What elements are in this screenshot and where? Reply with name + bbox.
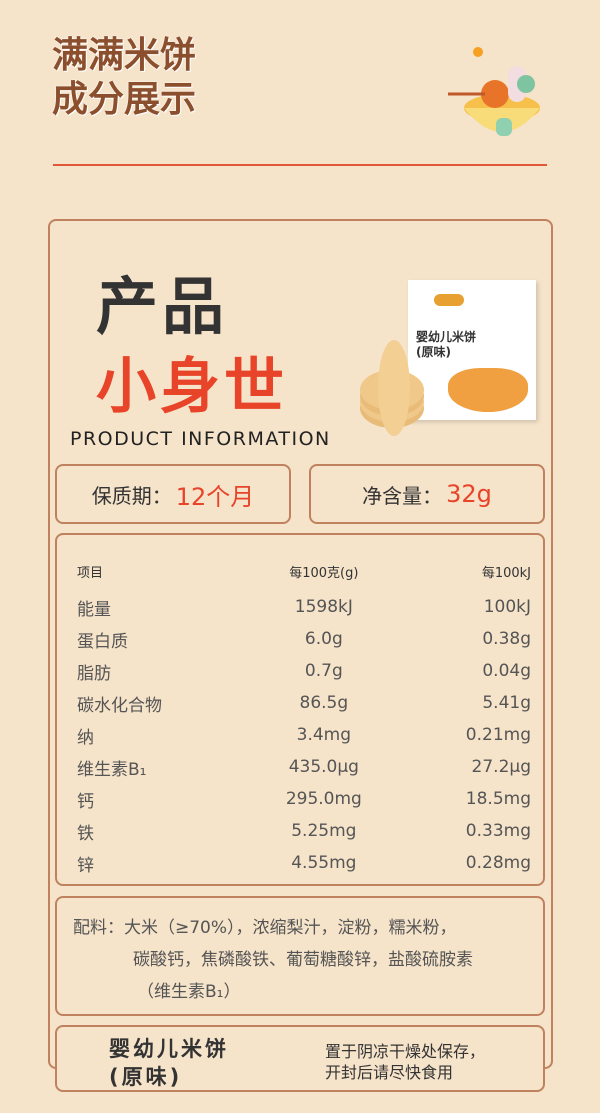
storage-line-1: 置于阴凉干燥处保存， [325,1042,486,1061]
divider [53,164,547,166]
table-row: 碳水化合物 86.5g 5.41g [77,687,531,719]
header-per-100kj: 每100kJ [481,565,531,581]
package-title: 婴幼儿米饼 (原味) [416,330,477,359]
table-row: 锌 4.55mg 0.28mg [77,847,531,879]
table-header: 项目 每100克(g) 每100kJ [77,551,531,591]
brand-logo [434,294,464,306]
value-per-100kj: 0.38g [482,629,531,649]
net-content-value: 32g [446,480,492,508]
header-per-100g: 每100克(g) [289,565,359,581]
nutrient-name: 碳水化合物 [77,695,162,716]
ingredients-box: 配料：大米（≥70%），浓缩梨汁，淀粉，糯米粉， 碳酸钙，焦磷酸铁、葡萄糖酸锌，… [55,896,545,1016]
value-per-100kj: 5.41g [482,693,531,713]
value-per-100g: 435.0μg [288,757,359,777]
table-row: 纳 3.4mg 0.21mg [77,719,531,751]
value-per-100g: 295.0mg [285,789,362,809]
footer-name-line-2: (原味) [109,1065,183,1089]
table-row: 蛋白质 6.0g 0.38g [77,623,531,655]
nutrient-name: 纳 [77,727,94,748]
table-row: 维生素B₁ 435.0μg 27.2μg [77,751,531,783]
ingredients-line-2: 碳酸钙，焦磷酸铁、葡萄糖酸锌，盐酸硫胺素 [133,950,473,970]
value-per-100kj: 27.2μg [471,757,531,777]
nutrient-name: 能量 [77,599,111,620]
value-per-100g: 1598kJ [294,597,353,617]
page-title: 满满米饼 成分展示 [52,34,196,122]
nutrient-name: 维生素B₁ [77,759,147,780]
nutrient-name: 铁 [77,823,94,844]
value-per-100g: 86.5g [299,693,349,713]
title-line-2: 成分展示 [52,79,197,120]
shelf-life-value: 12个月 [175,482,255,511]
table-row: 钙 295.0mg 18.5mg [77,783,531,815]
net-content-label: 净含量： [362,483,443,508]
value-per-100kj: 100kJ [483,597,531,617]
rice-bowl-illustration [448,47,540,136]
storage-instructions: 置于阴凉干燥处保存， 开封后请尽快食用 [325,1041,485,1083]
rice-cake [378,340,410,436]
nutrition-table-box: 项目 每100克(g) 每100kJ 能量 1598kJ 100kJ 蛋白质 6.0g 0… [55,533,545,886]
title-line-1: 满满米饼 [52,35,197,76]
nutrient-name: 蛋白质 [77,631,128,652]
value-per-100kj: 18.5mg [465,789,531,809]
table-row: 铁 5.25mg 0.33mg [77,815,531,847]
footer-name-line-1: 婴幼儿米饼 [109,1037,229,1061]
product-label: 产品 [96,270,229,343]
value-per-100g: 3.4mg [296,725,352,745]
table-row: 能量 1598kJ 100kJ [77,591,531,623]
value-per-100kj: 0.33mg [465,821,531,841]
product-information-heading: PRODUCT INFORMATION [70,428,331,450]
value-per-100g: 4.55mg [291,853,357,873]
value-per-100kj: 0.21mg [465,725,531,745]
table-row: 脂肪 0.7g 0.04g [77,655,531,687]
storage-box: 婴幼儿米饼 (原味) 置于阴凉干燥处保存， 开封后请尽快食用 [55,1025,545,1092]
nutrient-name: 脂肪 [77,663,111,684]
value-per-100g: 5.25mg [291,821,357,841]
ingredients-line-1: 配料：大米（≥70%），浓缩梨汁，淀粉，糯米粉， [73,918,457,938]
nutrient-name: 锌 [77,855,94,876]
shelf-life-box: 保质期： 12个月 [55,464,291,524]
value-per-100kj: 0.28mg [465,853,531,873]
value-per-100g: 6.0g [304,629,343,649]
value-per-100g: 0.7g [304,661,343,681]
nutrition-table: 项目 每100克(g) 每100kJ 能量 1598kJ 100kJ 蛋白质 6.0g 0… [77,551,531,879]
package-box: 婴幼儿米饼 (原味) [408,280,536,420]
ingredients-line-3: （维生素B₁） [137,982,241,1002]
shelf-life-label: 保质期： [91,483,172,508]
net-content-box: 净含量： 32g [309,464,545,524]
product-image: 婴幼儿米饼 (原味) [356,270,546,440]
nutrient-name: 钙 [77,791,94,812]
package-illustration [448,368,528,412]
storage-line-2: 开封后请尽快食用 [325,1063,454,1082]
value-per-100kj: 0.04g [482,661,531,681]
product-name-footer: 婴幼儿米饼 (原味) [109,1035,229,1091]
header-item: 项目 [77,565,104,581]
product-name: 小身世 [96,352,288,422]
